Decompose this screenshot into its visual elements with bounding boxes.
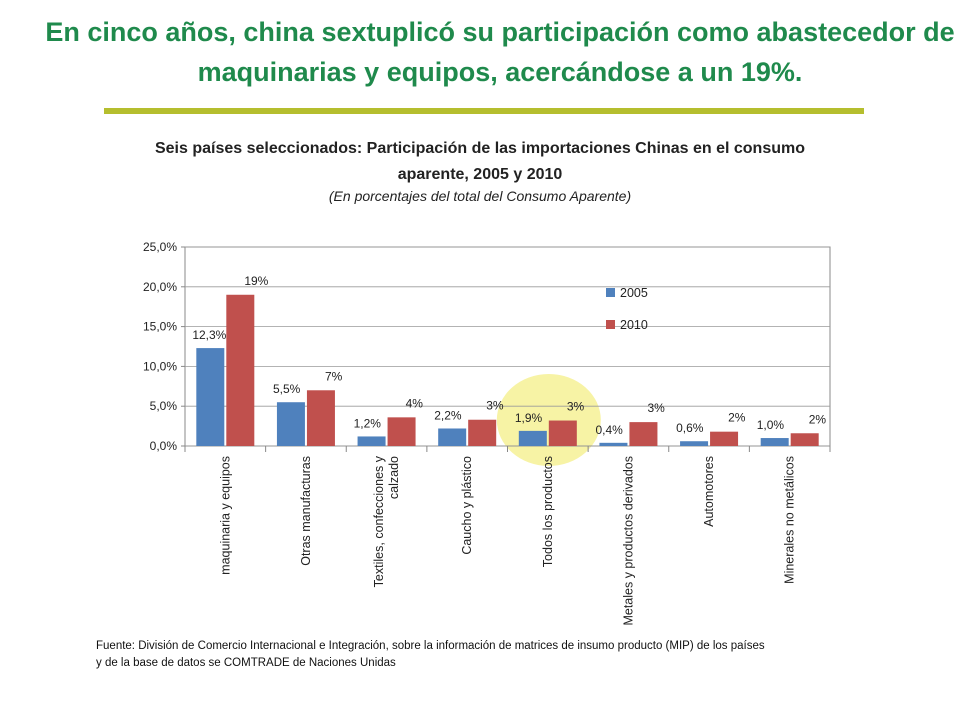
bar-2010 <box>306 390 335 446</box>
legend-swatch-2005 <box>606 288 615 297</box>
bar-2005 <box>357 436 386 446</box>
data-label-2005: 12,3% <box>192 328 226 342</box>
source-note: Fuente: División de Comercio Internacion… <box>96 638 896 672</box>
x-category-label: Otras manufacturas <box>299 456 313 566</box>
y-tick-label: 25,0% <box>143 240 177 254</box>
bar-2010 <box>629 422 658 446</box>
data-label-2005: 0,4% <box>595 423 623 437</box>
bar-2010 <box>468 419 497 446</box>
data-label-2005: 1,0% <box>757 418 785 432</box>
x-category-label: Metales y productos derivados <box>621 456 635 626</box>
bar-2010 <box>548 420 577 446</box>
data-label-2010: 2% <box>809 412 827 426</box>
y-tick-label: 15,0% <box>143 320 177 334</box>
legend-swatch-2010 <box>606 320 615 329</box>
data-label-2010: 3% <box>647 401 665 415</box>
x-category-label: Minerales no metálicos <box>783 456 797 584</box>
bar-chart: 0,0% 5,0% 10,0% 15,0% 20,0% 25,0% 12,3% 19% 5,5%… <box>143 240 831 626</box>
highlight-circle <box>496 374 601 466</box>
bar-2005 <box>196 348 225 446</box>
y-tick-label: 5,0% <box>150 399 178 413</box>
x-category-label: calzado <box>387 456 401 499</box>
y-tick-label: 20,0% <box>143 280 177 294</box>
bar-2010 <box>226 294 255 446</box>
slide-headline: En cinco años, china sextuplicó su parti… <box>45 17 955 87</box>
source-line-1: Fuente: División de Comercio Internacion… <box>96 640 765 652</box>
x-category-label: Automotores <box>702 456 716 527</box>
bar-2010 <box>387 417 416 446</box>
data-label-2005: 0,6% <box>676 421 704 435</box>
x-category-label: maquinaria y equipos <box>218 456 232 575</box>
data-label-2005: 5,5% <box>273 382 301 396</box>
y-tick-label: 0,0% <box>150 439 178 453</box>
x-category-label: Textiles, confecciones y <box>372 455 386 587</box>
chart-subtitle: (En porcentajes del total del Consumo Ap… <box>328 188 632 204</box>
bar-2005 <box>760 438 789 446</box>
source-line-2: y de la base de datos se COMTRADE de Nac… <box>96 657 396 669</box>
headline-divider <box>104 108 864 114</box>
chart-title: Seis países seleccionados: Participación… <box>154 140 805 183</box>
data-label-2010: 3% <box>486 399 504 413</box>
data-label-2010: 4% <box>406 396 424 410</box>
bar-2005 <box>599 442 628 446</box>
data-label-2010: 19% <box>244 274 268 288</box>
data-label-2005: 1,9% <box>515 411 543 425</box>
bar-2005 <box>680 441 709 446</box>
bar-2005 <box>276 402 305 446</box>
data-label-2010: 3% <box>567 400 585 414</box>
bar-2005 <box>438 428 467 446</box>
legend-label-2005: 2005 <box>620 286 648 300</box>
bar-2005 <box>518 430 547 446</box>
x-category-label: Caucho y plástico <box>460 456 474 555</box>
bar-2010 <box>710 431 739 446</box>
data-label-2005: 1,2% <box>354 416 382 430</box>
y-tick-label: 10,0% <box>143 359 177 373</box>
bar-2010 <box>790 433 819 446</box>
x-category-label: Todos los productos <box>541 456 555 567</box>
data-label-2005: 2,2% <box>434 408 462 422</box>
legend-label-2010: 2010 <box>620 318 648 332</box>
data-label-2010: 7% <box>325 369 343 383</box>
data-label-2010: 2% <box>728 411 746 425</box>
